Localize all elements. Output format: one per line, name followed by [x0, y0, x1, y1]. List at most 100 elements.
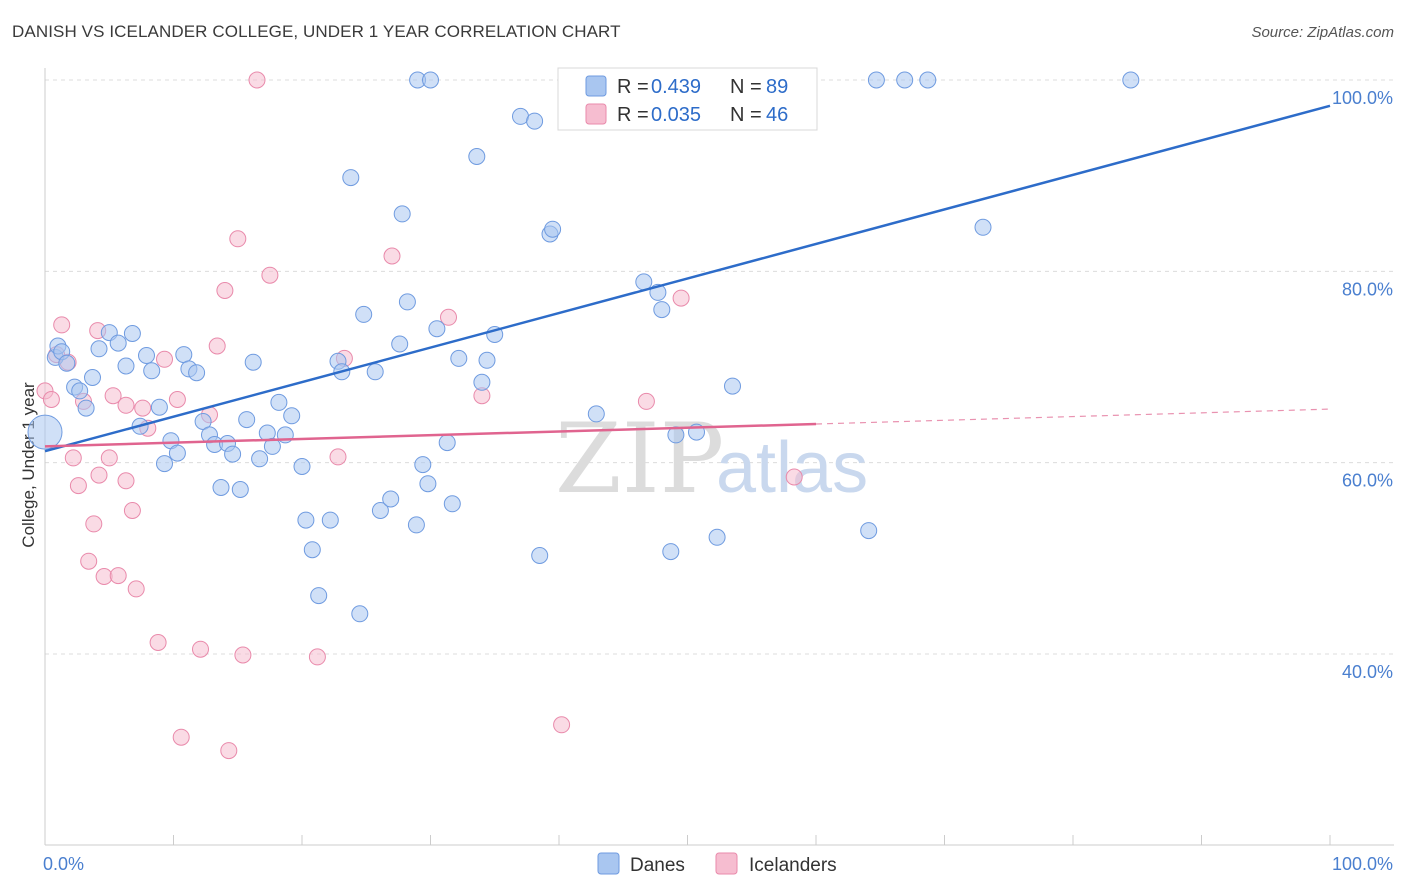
legend-danes-r-value: 0.439: [651, 76, 701, 98]
icelanders-point: [234, 646, 252, 664]
bottom-legend-icelanders-swatch: [715, 852, 738, 875]
axes: [44, 68, 1394, 846]
danes-point: [351, 605, 369, 623]
x-tick-label-max: 100.0%: [1332, 854, 1393, 874]
danes-point: [662, 543, 680, 561]
danes-point: [238, 411, 256, 429]
danes-point: [860, 522, 878, 540]
trend-lines: [44, 104, 1331, 453]
legend-icelanders-n-label: N =: [730, 104, 767, 126]
icelanders-point: [440, 308, 457, 326]
danes-point: [708, 528, 726, 546]
danes-point: [724, 377, 741, 395]
danes-point: [283, 407, 301, 425]
danes-point: [138, 347, 155, 364]
legend-danes-n-label: N =: [730, 76, 767, 98]
danes-point: [468, 148, 486, 165]
icelanders-point: [308, 648, 326, 666]
danes-point: [398, 293, 416, 311]
danes-point: [231, 481, 249, 498]
danes-point: [382, 490, 400, 508]
danes-point: [270, 393, 288, 411]
danes-point: [366, 363, 384, 381]
danes-point: [419, 475, 437, 493]
watermark-zip: ZIP: [555, 403, 724, 515]
icelanders-point: [785, 468, 803, 486]
icelanders-trend-line: [44, 422, 817, 448]
icelanders-point: [127, 580, 145, 598]
danes-points: [27, 71, 1140, 623]
legend-danes-n-value: 89: [766, 76, 788, 98]
icelanders-point: [117, 396, 135, 414]
danes-point: [224, 445, 242, 463]
danes-point: [478, 351, 496, 369]
icelanders-point: [64, 449, 82, 467]
danes-point: [587, 405, 605, 423]
bottom-legend: Danes Icelanders: [597, 852, 837, 876]
icelanders-point: [172, 728, 190, 746]
danes-trend-line: [44, 104, 1331, 453]
danes-point: [123, 325, 141, 342]
legend-icelanders-swatch: [585, 103, 607, 125]
icelanders-point: [220, 742, 238, 760]
icelanders-point: [553, 716, 571, 734]
danes-point: [117, 357, 135, 375]
icelanders-point: [134, 399, 152, 417]
danes-point: [422, 71, 439, 89]
y-tick-label: 80.0%: [1342, 279, 1393, 299]
icelanders-point: [168, 391, 186, 408]
danes-point: [150, 398, 168, 416]
bottom-legend-danes-swatch: [597, 852, 620, 875]
icelanders-point: [123, 502, 141, 519]
icelanders-point: [42, 391, 60, 408]
icelanders-point: [208, 337, 226, 355]
danes-point: [310, 587, 328, 605]
danes-point: [303, 541, 321, 559]
danes-point: [109, 334, 127, 352]
icelanders-point: [156, 350, 173, 368]
danes-point: [90, 340, 108, 358]
icelanders-point: [100, 449, 118, 467]
icelanders-point: [329, 448, 347, 466]
icelanders-point: [216, 282, 234, 299]
danes-point: [188, 364, 206, 382]
chart-title: DANISH VS ICELANDER COLLEGE, UNDER 1 YEA…: [12, 22, 621, 41]
danes-point: [71, 382, 89, 400]
danes-point: [212, 479, 230, 496]
danes-point: [143, 362, 161, 380]
danes-point: [251, 450, 269, 468]
icelanders-point: [85, 515, 103, 533]
danes-point: [355, 305, 373, 323]
danes-point: [58, 354, 76, 372]
danes-point: [175, 346, 193, 364]
danes-point: [512, 107, 529, 125]
y-axis-title: College, Under 1 year: [19, 382, 38, 548]
icelanders-point: [53, 316, 71, 334]
x-tick-label-min: 0.0%: [43, 854, 84, 874]
icelanders-point: [109, 567, 127, 585]
danes-point: [438, 434, 456, 452]
y-tick-label: 40.0%: [1342, 662, 1393, 682]
icelanders-point: [104, 387, 122, 405]
y-tick-label: 100.0%: [1332, 88, 1393, 108]
icelanders-trend-line-extrapolated: [815, 408, 1331, 425]
danes-point: [867, 71, 885, 89]
watermark-atlas: atlas: [716, 428, 868, 508]
y-tick-labels: 40.0% 60.0% 80.0% 100.0%: [1332, 88, 1393, 682]
danes-point: [371, 502, 389, 519]
danes-point: [526, 112, 544, 130]
danes-point: [321, 511, 339, 529]
danes-point: [443, 495, 461, 513]
danes-point: [391, 335, 409, 353]
danes-point: [407, 516, 425, 534]
danes-point: [156, 455, 173, 473]
legend-icelanders-r-value: 0.035: [651, 104, 701, 126]
icelanders-point: [95, 568, 113, 585]
danes-point: [297, 511, 315, 529]
watermark: ZIP atlas: [555, 403, 868, 515]
danes-point: [450, 349, 468, 367]
danes-point: [84, 369, 101, 386]
danes-point: [544, 220, 562, 238]
icelanders-point: [149, 634, 167, 651]
danes-point: [168, 444, 186, 462]
